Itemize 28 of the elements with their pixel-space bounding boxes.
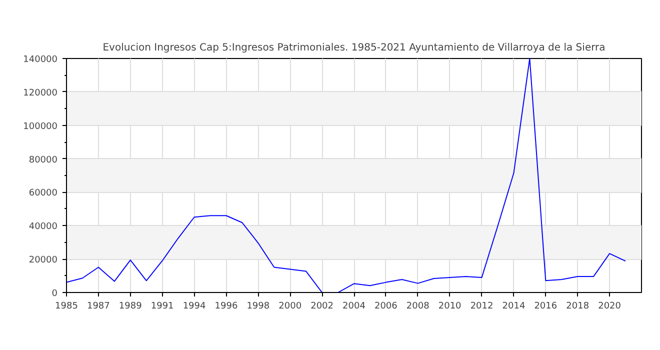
y-tick-label: 20000	[28, 256, 58, 266]
y-tick-label: 100000	[23, 122, 58, 132]
chart-title: Evolucion Ingresos Cap 5:Ingresos Patrimoniales. 1985-2021 Ayuntamiento de Villarroya de la Sierra	[102, 42, 606, 54]
y-tick-label: 60000	[28, 188, 58, 199]
y-tick-label: 0	[52, 289, 58, 299]
line-series	[66, 58, 626, 292]
x-tick-label: 2002	[310, 302, 334, 312]
x-tick-label: 2020	[598, 302, 622, 312]
x-tick-label: 2010	[438, 302, 462, 312]
y-tick-label: 80000	[28, 155, 58, 166]
x-tick-label: 1994	[182, 302, 206, 312]
x-tick-label: 2012	[470, 302, 494, 312]
x-tick-label: 2008	[406, 302, 430, 312]
x-tick-label: 1991	[150, 302, 174, 312]
x-tick-label: 1998	[246, 302, 270, 312]
x-tick-label: 1996	[214, 302, 238, 312]
x-tick-label: 2016	[534, 302, 558, 312]
x-tick-label: 1985	[55, 302, 78, 312]
y-tick-label: 140000	[23, 55, 58, 65]
y-tick-label: 40000	[28, 222, 58, 232]
x-tick-label: 2014	[502, 302, 526, 312]
x-tick-label: 2004	[342, 302, 366, 312]
x-tick-label: 2006	[374, 302, 398, 312]
y-tick-label: 120000	[23, 88, 58, 98]
x-tick-label: 1987	[86, 302, 110, 312]
x-tick-label: 2018	[566, 302, 590, 312]
x-tick-label: 1989	[118, 302, 142, 312]
x-tick-label: 2000	[278, 302, 302, 312]
